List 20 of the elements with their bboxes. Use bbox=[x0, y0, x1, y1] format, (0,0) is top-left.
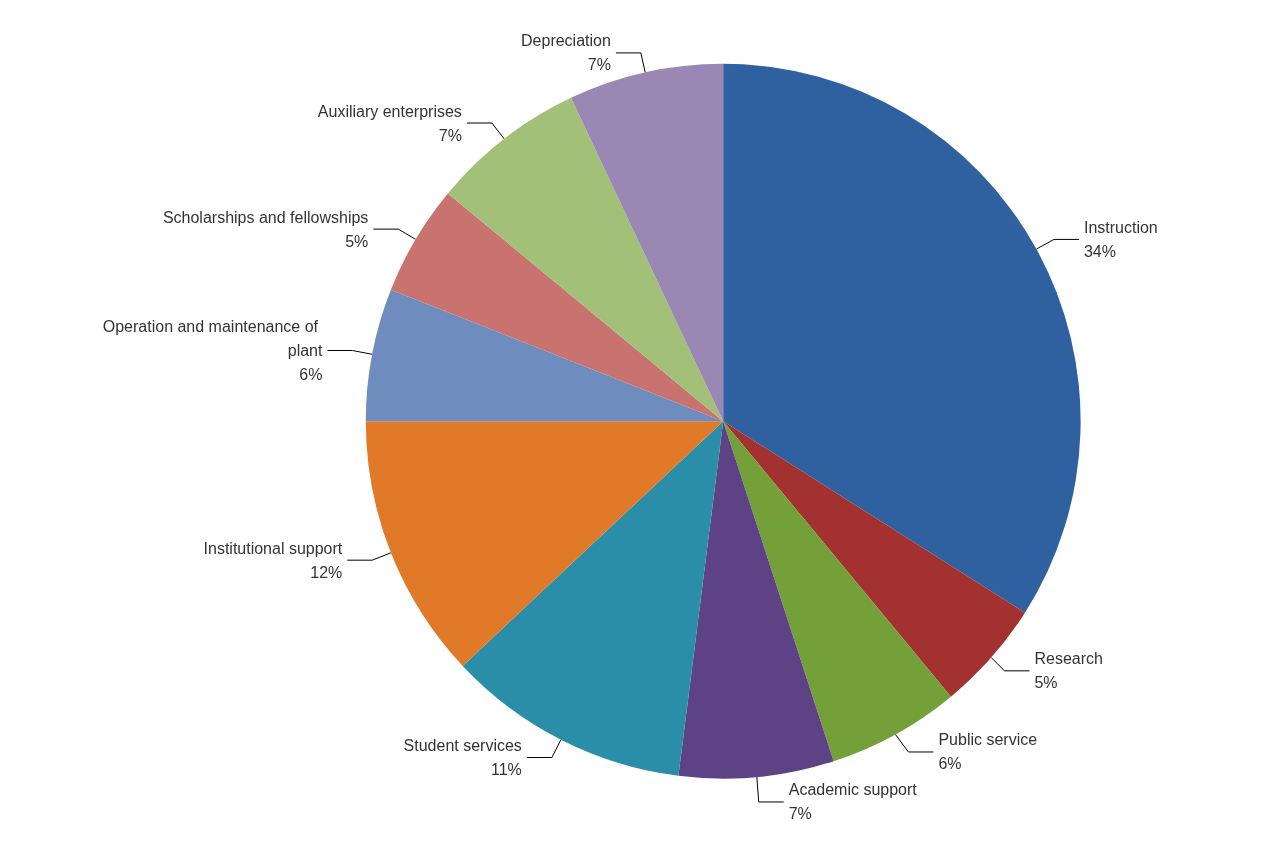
slice-label: Student services bbox=[403, 737, 522, 755]
slice-label: Institutional support bbox=[203, 539, 343, 557]
data-label: 11% bbox=[491, 761, 522, 779]
slice-label: Depreciation bbox=[521, 32, 611, 50]
data-label: 6% bbox=[299, 366, 323, 384]
data-label: 7% bbox=[438, 126, 462, 144]
slice-label: Scholarships and fellowships bbox=[162, 208, 369, 226]
slice-label: Public service bbox=[938, 731, 1038, 749]
data-label: 6% bbox=[938, 755, 962, 773]
data-label: 5% bbox=[345, 232, 369, 250]
slice-label: Operation and maintenance of plant bbox=[102, 318, 324, 360]
slice-label: Auxiliary enterprises bbox=[317, 102, 462, 120]
data-label: 7% bbox=[587, 56, 611, 74]
data-label: 7% bbox=[788, 805, 812, 823]
data-label: 34% bbox=[1083, 242, 1116, 260]
slice-label: Instruction bbox=[1083, 218, 1158, 236]
data-label: 12% bbox=[310, 563, 343, 581]
data-label: 5% bbox=[1034, 674, 1058, 692]
slice-label: Academic support bbox=[788, 781, 918, 799]
slice-label: Research bbox=[1034, 650, 1103, 668]
